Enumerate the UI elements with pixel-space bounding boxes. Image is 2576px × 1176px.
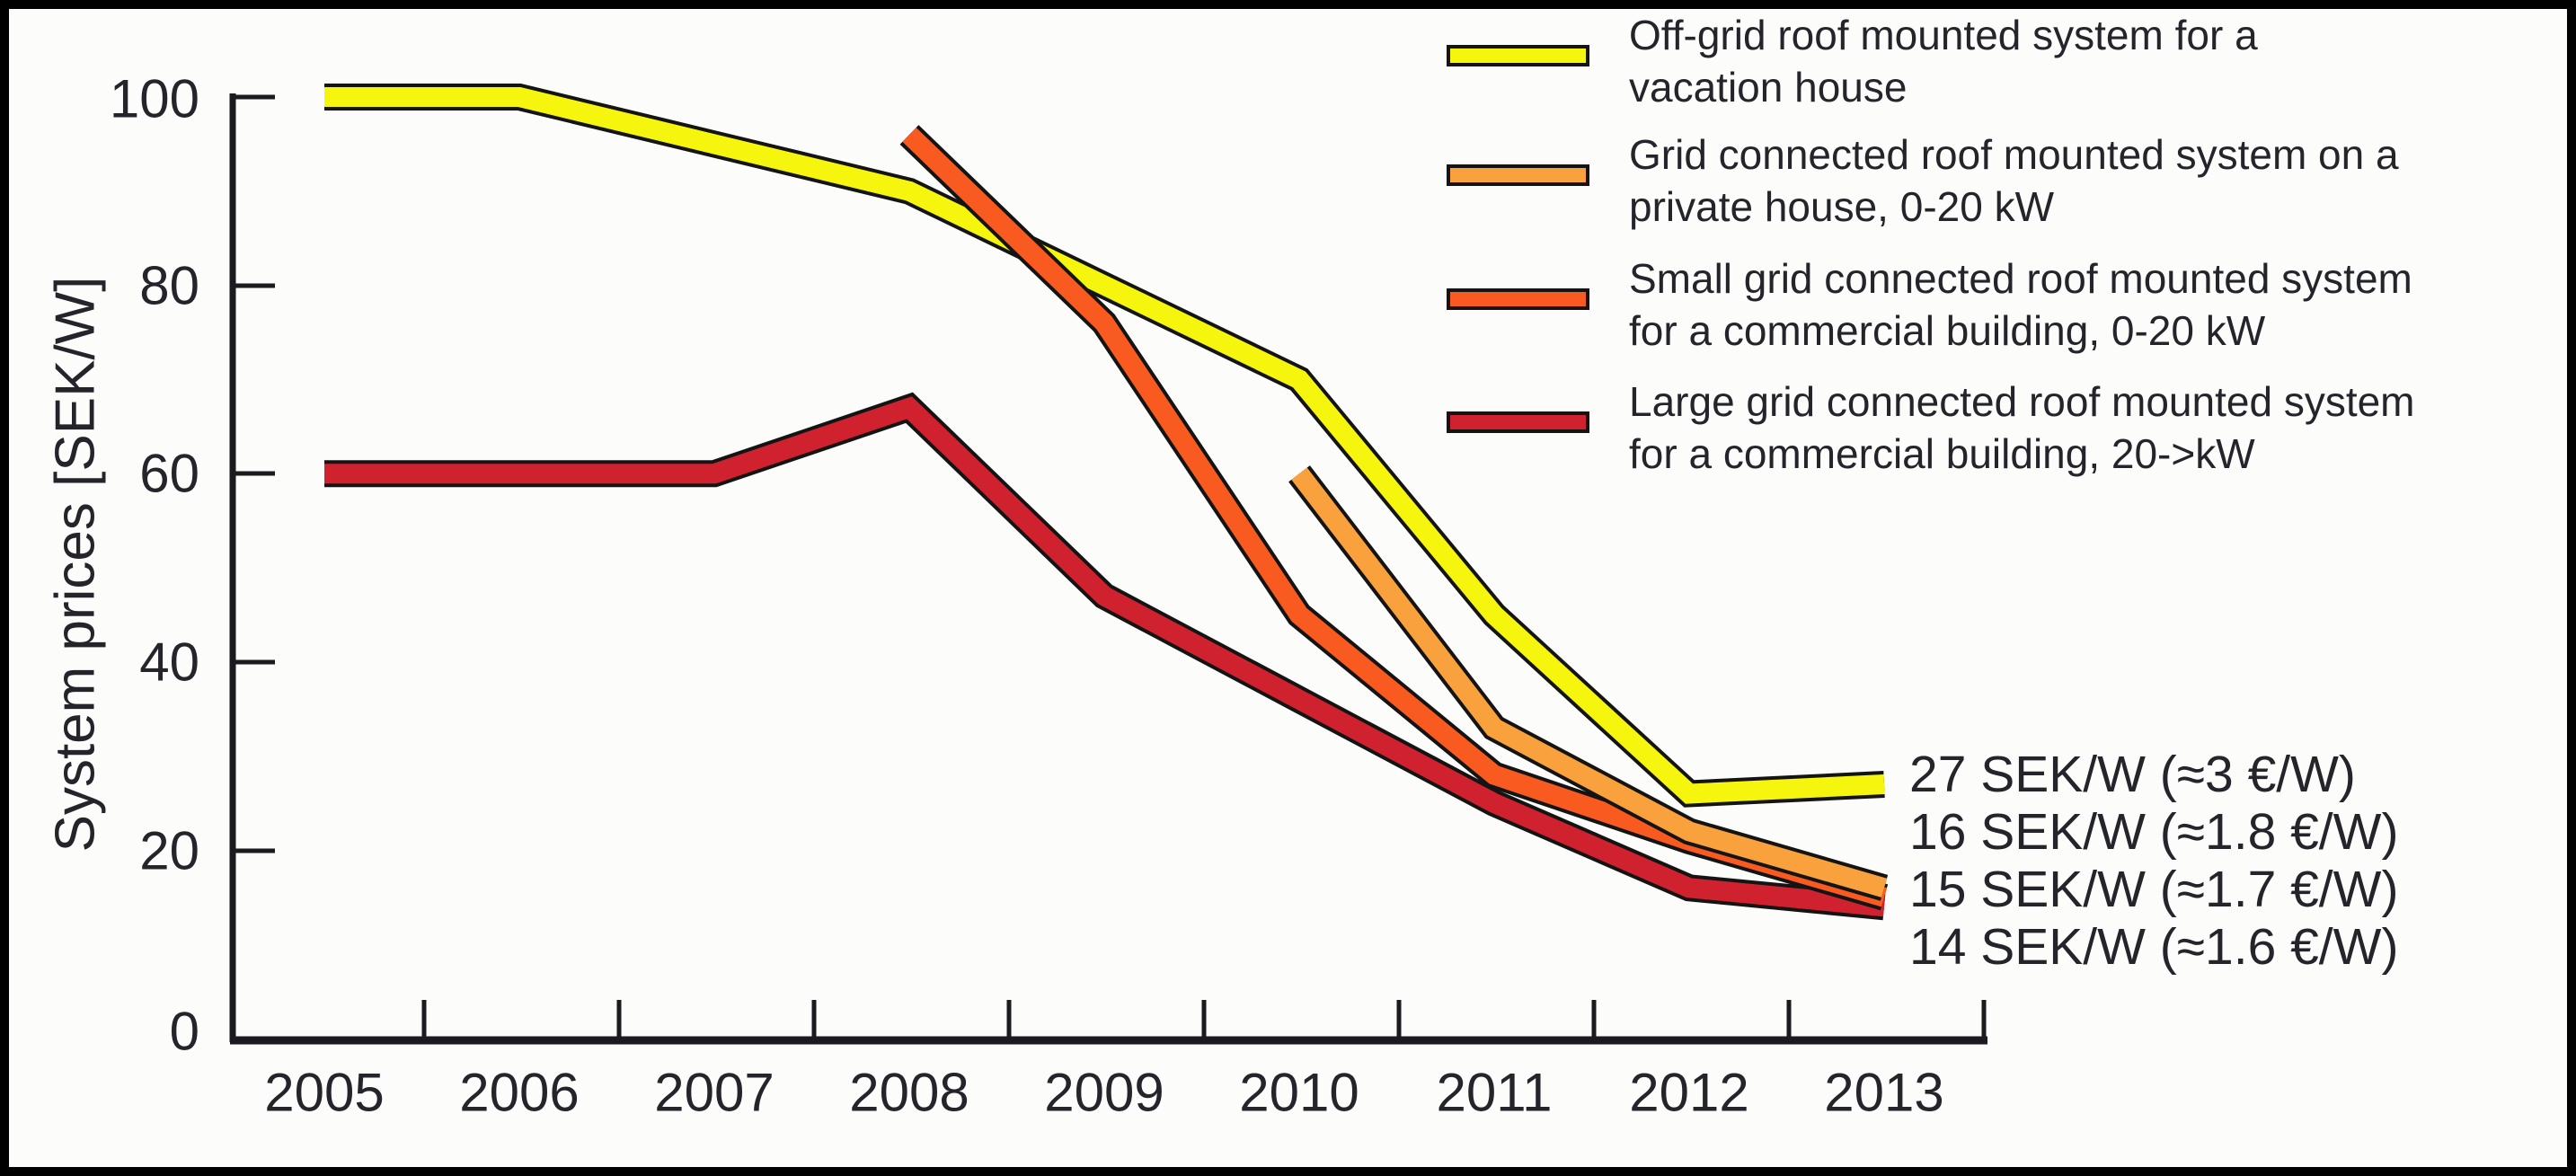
y-ticks — [233, 94, 275, 853]
legend-label-large-commercial-line2: for a commercial building, 20->kW — [1629, 430, 2255, 477]
legend-swatch-private-house — [1447, 164, 1589, 186]
annotation-15-sek: 15 SEK/W (≈1.7 €/W) — [1909, 861, 2398, 918]
x-tick-label-2005: 2005 — [264, 1063, 384, 1123]
x-tick-label-2008: 2008 — [849, 1063, 969, 1123]
legend-label-off-grid-line1: Off-grid roof mounted system for a — [1629, 12, 2258, 58]
x-tick-label-2007: 2007 — [654, 1063, 774, 1123]
legend-label-large-commercial-line1: Large grid connected roof mounted system — [1629, 378, 2415, 425]
x-tick-label-2012: 2012 — [1629, 1063, 1748, 1123]
legend-label-private-house-line1: Grid connected roof mounted system on a — [1629, 131, 2399, 178]
legend-swatch-small-commercial — [1447, 288, 1589, 310]
legend-swatch-off-grid — [1447, 45, 1589, 66]
series-layer — [324, 84, 1889, 921]
x-tick-label-2006: 2006 — [459, 1063, 579, 1123]
y-tick-label-80: 80 — [139, 256, 199, 316]
x-tick-label-2013: 2013 — [1824, 1063, 1943, 1123]
x-tick-labels: 2005 2006 2007 2008 2009 2010 2011 2012 … — [264, 1063, 1943, 1123]
x-tick-label-2010: 2010 — [1239, 1063, 1359, 1123]
legend-label-small-commercial-line1: Small grid connected roof mounted system — [1629, 255, 2412, 302]
series-line-off-grid-vacation — [324, 87, 1885, 804]
y-tick-label-40: 40 — [139, 632, 199, 693]
annotation-27-sek: 27 SEK/W (≈3 €/W) — [1909, 746, 2356, 803]
legend-labels: Off-grid roof mounted system for a vacat… — [1629, 12, 2415, 477]
y-tick-label-20: 20 — [139, 821, 199, 881]
y-tick-label-100: 100 — [110, 69, 199, 129]
legend-label-private-house-line2: private house, 0-20 kW — [1629, 183, 2055, 230]
legend-label-small-commercial-line2: for a commercial building, 0-20 kW — [1629, 307, 2266, 354]
axes — [229, 93, 1987, 1045]
x-tick-label-2011: 2011 — [1436, 1063, 1552, 1123]
series-line-large-grid-commercial — [324, 396, 1886, 917]
price-annotations: 27 SEK/W (≈3 €/W) 16 SEK/W (≈1.8 €/W) 15… — [1909, 746, 2398, 976]
y-tick-label-60: 60 — [139, 444, 199, 504]
annotation-14-sek: 14 SEK/W (≈1.6 €/W) — [1909, 918, 2398, 976]
y-tick-labels: 100 80 60 40 20 0 — [110, 69, 199, 1062]
legend-label-off-grid-line2: vacation house — [1629, 64, 1907, 111]
annotation-16-sek: 16 SEK/W (≈1.8 €/W) — [1909, 803, 2398, 861]
series-line-grid-private-house — [1291, 467, 1888, 897]
legend-swatch-large-commercial — [1447, 411, 1589, 433]
x-tick-label-2009: 2009 — [1044, 1063, 1164, 1123]
y-axis-title: System prices [SEK/W] — [45, 277, 107, 853]
y-tick-label-0: 0 — [170, 1002, 199, 1062]
legend: Off-grid roof mounted system for a vacat… — [1447, 12, 2415, 477]
x-ticks — [421, 1000, 1987, 1040]
